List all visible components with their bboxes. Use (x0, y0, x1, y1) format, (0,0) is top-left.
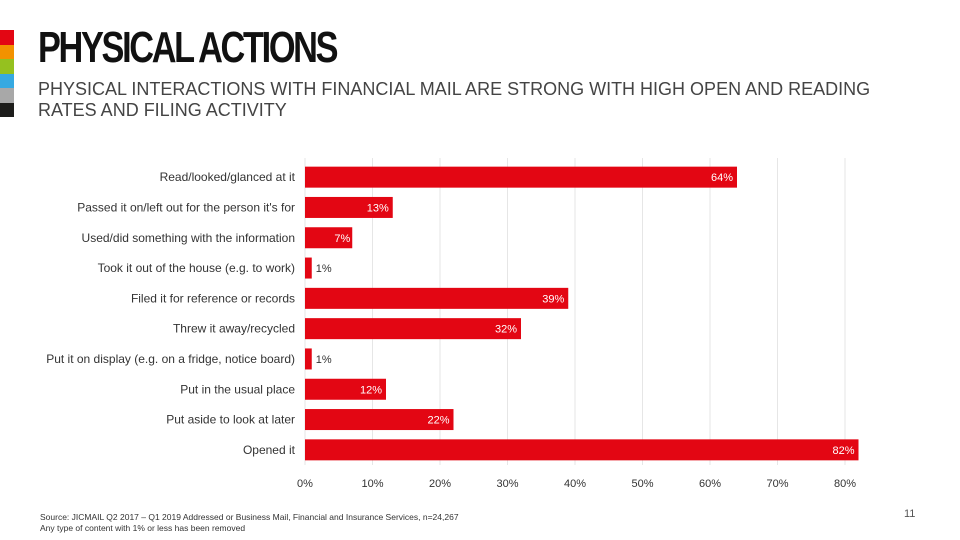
slide-title: PHYSICAL ACTIONS (38, 23, 339, 72)
bar (305, 227, 353, 249)
color-strip-block (0, 88, 14, 103)
color-strip-block (0, 59, 14, 74)
bar (305, 348, 312, 370)
category-label: Took it out of the house (e.g. to work) (98, 261, 295, 275)
color-strip-block (0, 30, 14, 45)
data-label: 1% (316, 263, 332, 275)
x-tick-label: 10% (361, 478, 383, 490)
x-tick-label: 40% (564, 478, 586, 490)
x-tick-label: 50% (631, 478, 653, 490)
category-label: Opened it (243, 443, 296, 457)
data-label: 64% (711, 172, 733, 184)
bar (305, 166, 737, 188)
category-label: Passed it on/left out for the person it'… (77, 200, 295, 214)
x-tick-label: 80% (834, 478, 856, 490)
data-label: 22% (427, 415, 449, 427)
category-label: Used/did something with the information (82, 231, 295, 245)
source-footnote: Any type of content with 1% or less has … (40, 523, 246, 533)
bar (305, 439, 859, 461)
data-label: 13% (367, 202, 389, 214)
x-tick-label: 0% (297, 478, 313, 490)
data-label: 7% (334, 233, 350, 245)
bar (305, 378, 386, 400)
bar-chart: Read/looked/glanced at it 64% Passed it on… (46, 158, 859, 490)
bar (305, 409, 454, 431)
category-label: Filed it for reference or records (131, 291, 295, 305)
source-line: Source: JICMAIL Q2 2017 – Q1 2019 Addres… (40, 512, 459, 522)
color-strip-block (0, 44, 14, 59)
slide-subtitle: PHYSICAL INTERACTIONS WITH FINANCIAL MAI… (38, 79, 871, 120)
data-label: 82% (832, 445, 854, 457)
data-label: 12% (360, 384, 382, 396)
bar (305, 318, 521, 340)
category-label: Put it on display (e.g. on a fridge, not… (46, 352, 295, 366)
category-label: Put in the usual place (180, 382, 295, 396)
data-label: 32% (495, 324, 517, 336)
x-tick-label: 20% (429, 478, 451, 490)
x-tick-label: 30% (496, 478, 518, 490)
category-label: Read/looked/glanced at it (160, 170, 296, 184)
data-label: 1% (316, 354, 332, 366)
bar (305, 196, 393, 218)
data-label: 39% (542, 293, 564, 305)
color-strip-block (0, 73, 14, 88)
color-strip-block (0, 102, 14, 117)
page-number: 11 (904, 508, 916, 520)
bar (305, 287, 569, 309)
category-label: Put aside to look at later (166, 413, 295, 427)
category-label: Threw it away/recycled (173, 322, 295, 336)
x-tick-label: 60% (699, 478, 721, 490)
brand-color-strip (0, 30, 14, 117)
source-note: Source: JICMAIL Q2 2017 – Q1 2019 Addres… (40, 512, 459, 534)
bar (305, 257, 312, 279)
x-tick-label: 70% (766, 478, 788, 490)
